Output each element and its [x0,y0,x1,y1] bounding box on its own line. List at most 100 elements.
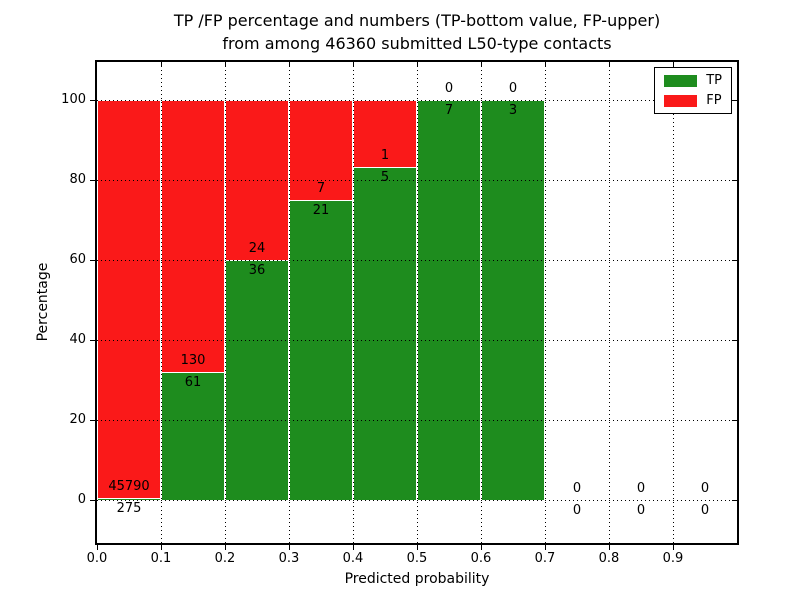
bar-label-tp: 0 [636,503,646,518]
legend-label-fp: FP [706,93,722,108]
bar-segment-tp [225,260,289,500]
gridline-v [417,62,418,543]
bar-label-tp: 275 [116,500,142,516]
y-tick-label: 0 [77,492,86,507]
y-tick-mark [90,99,95,101]
x-tick-label: 0.0 [86,551,108,566]
y-tick-mark-right [732,180,737,181]
y-tick-mark-right [732,340,737,341]
x-tick-mark-top [545,62,546,67]
x-tick-label: 0.8 [598,551,620,566]
plot-area: TP FP 45790 275 130 61 24 36 7 21 1 5 0 7 0 3 0 0 0 0 0 0 [95,60,739,545]
bar-label-fp: 0 [508,81,518,96]
x-tick-mark-top [481,62,482,67]
y-tick-mark [90,339,95,341]
x-tick-mark [416,545,418,550]
bar-segment-fp [289,100,353,200]
bar-segment-tp [417,100,481,500]
gridline-v [353,62,354,543]
x-tick-mark [544,545,546,550]
gridline-v [161,62,162,543]
legend-swatch-fp [664,94,698,107]
y-tick-mark [90,259,95,261]
bar-label-fp: 1 [380,147,390,163]
x-tick-label: 0.2 [214,551,236,566]
bar-segment-fp [97,100,161,498]
bar-segment-tp [161,372,225,500]
legend-swatch-tp [664,74,698,87]
chart-title-line1: TP /FP percentage and numbers (TP-bottom… [173,11,661,30]
x-tick-mark-top [225,62,226,67]
y-tick-mark [90,419,95,421]
x-tick-mark [480,545,482,550]
y-tick-label: 40 [69,332,86,347]
x-tick-label: 0.3 [278,551,300,566]
y-axis-label: Percentage [35,262,51,342]
bar-segment-fp [161,100,225,373]
x-tick-label: 0.6 [470,551,492,566]
bar-label-tp: 0 [700,503,710,518]
x-tick-mark-top [417,62,418,67]
x-tick-label: 0.5 [406,551,428,566]
bar-label-fp: 45790 [108,478,150,494]
chart-title: TP /FP percentage and numbers (TP-bottom… [97,9,737,55]
x-tick-mark [96,545,98,550]
legend-item-tp: TP [664,74,722,87]
x-axis-label: Predicted probability [344,571,490,587]
x-tick-mark-top [609,62,610,67]
gridline-v [225,62,226,543]
bar-label-fp: 24 [248,241,266,256]
bar-label-fp: 0 [444,81,454,96]
legend-item-fp: FP [664,94,722,107]
x-tick-label: 0.1 [150,551,172,566]
gridline-v [609,62,610,543]
bar-label-fp: 0 [572,481,582,496]
y-tick-mark-right [732,260,737,261]
x-tick-mark [672,545,674,550]
bar-segment-tp [481,100,545,500]
y-tick-label: 100 [61,92,86,107]
y-tick-label: 60 [69,252,86,267]
y-tick-mark-right [732,500,737,501]
bar-label-fp: 7 [316,181,326,196]
y-tick-label: 80 [69,172,86,187]
x-tick-mark-top [289,62,290,67]
bar-segment-tp [97,497,161,500]
bar-label-tp: 0 [572,503,582,518]
y-tick-mark-right [732,420,737,421]
x-tick-mark [224,545,226,550]
chart-title-line2: from among 46360 submitted L50-type cont… [222,34,612,53]
gridline-v [481,62,482,543]
y-tick-label: 20 [69,412,86,427]
legend-label-tp: TP [706,73,722,88]
bar-segment-tp [353,166,417,500]
bar-segment-tp [289,200,353,500]
x-tick-label: 0.9 [662,551,684,566]
bar-label-tp: 7 [444,103,454,118]
bar-label-tp: 5 [380,169,390,185]
bar-label-tp: 3 [508,103,518,118]
legend: TP FP [654,67,732,114]
y-tick-mark [90,179,95,181]
x-tick-mark-top [353,62,354,67]
bar-label-tp: 21 [312,203,330,218]
bar-label-tp: 61 [184,375,202,391]
x-tick-mark [352,545,354,550]
x-tick-mark-top [673,62,674,67]
x-tick-mark [160,545,162,550]
x-tick-mark [288,545,290,550]
gridline-v [289,62,290,543]
gridline-v [673,62,674,543]
x-tick-mark-top [161,62,162,67]
x-tick-label: 0.7 [534,551,556,566]
y-tick-mark [90,499,95,501]
bar-label-fp: 130 [180,353,206,369]
x-tick-mark [608,545,610,550]
gridline-v [545,62,546,543]
bar-label-fp: 0 [700,481,710,496]
bar-label-fp: 0 [636,481,646,496]
x-tick-label: 0.4 [342,551,364,566]
y-tick-mark-right [732,100,737,101]
bar-label-tp: 36 [248,263,266,278]
